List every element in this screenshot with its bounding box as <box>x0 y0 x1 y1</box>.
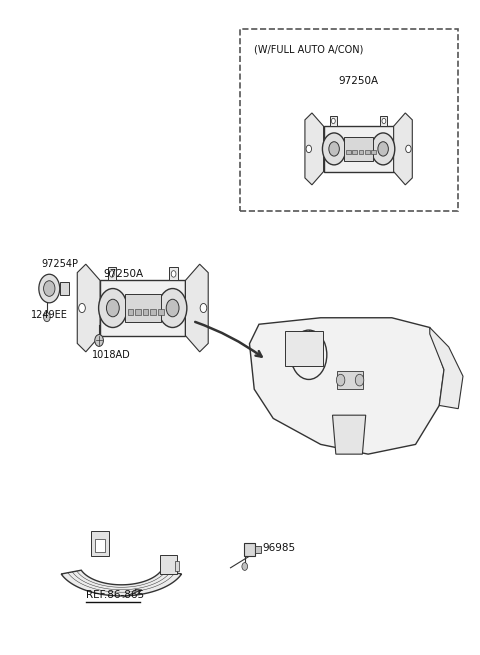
Circle shape <box>39 274 60 303</box>
Bar <box>158 309 164 314</box>
Circle shape <box>355 374 364 386</box>
Circle shape <box>378 141 388 156</box>
Text: 1018AD: 1018AD <box>92 350 131 360</box>
Bar <box>160 555 178 574</box>
Bar <box>108 267 116 280</box>
Bar <box>150 309 156 314</box>
Bar <box>175 561 179 571</box>
Bar <box>346 150 351 154</box>
Circle shape <box>158 289 187 328</box>
Bar <box>143 309 148 314</box>
Polygon shape <box>77 264 100 352</box>
Text: REF.86-865: REF.86-865 <box>86 590 144 600</box>
Circle shape <box>95 335 103 346</box>
Circle shape <box>171 271 176 277</box>
Circle shape <box>331 119 335 124</box>
Bar <box>169 267 178 280</box>
Text: 96985: 96985 <box>263 542 296 553</box>
Bar <box>285 331 323 366</box>
Bar <box>100 280 185 335</box>
Polygon shape <box>305 113 324 185</box>
Bar <box>128 309 133 314</box>
Text: 97250A: 97250A <box>104 269 144 279</box>
Bar <box>60 282 69 295</box>
Circle shape <box>382 119 386 124</box>
Polygon shape <box>61 571 181 596</box>
Bar <box>135 309 141 314</box>
Circle shape <box>200 303 207 312</box>
Polygon shape <box>185 264 208 352</box>
Circle shape <box>372 133 395 165</box>
Bar <box>324 126 394 172</box>
Circle shape <box>44 281 55 296</box>
Bar <box>371 150 376 154</box>
Bar <box>330 116 337 126</box>
Circle shape <box>306 145 312 153</box>
Circle shape <box>336 374 345 386</box>
Circle shape <box>329 141 339 156</box>
Bar <box>96 539 105 552</box>
Text: 1249EE: 1249EE <box>31 310 68 320</box>
Circle shape <box>79 303 85 312</box>
Circle shape <box>166 299 179 317</box>
Bar <box>125 293 161 322</box>
Bar <box>255 546 261 553</box>
Text: 97254P: 97254P <box>42 259 79 269</box>
Bar <box>244 543 255 556</box>
Bar <box>240 29 458 211</box>
Text: 97250A: 97250A <box>338 75 379 86</box>
Bar <box>380 116 387 126</box>
Bar <box>344 137 373 160</box>
Polygon shape <box>250 318 444 454</box>
Circle shape <box>242 563 248 571</box>
Text: (W/FULL AUTO A/CON): (W/FULL AUTO A/CON) <box>254 45 364 55</box>
Polygon shape <box>430 328 463 409</box>
Bar <box>352 150 357 154</box>
Circle shape <box>406 145 411 153</box>
Polygon shape <box>394 113 412 185</box>
Bar <box>92 531 108 556</box>
Circle shape <box>323 133 346 165</box>
Circle shape <box>107 299 119 317</box>
Bar <box>337 371 363 389</box>
Bar <box>359 150 363 154</box>
Circle shape <box>109 271 114 277</box>
Polygon shape <box>333 415 366 454</box>
Circle shape <box>98 289 127 328</box>
Bar <box>365 150 370 154</box>
Circle shape <box>44 312 50 322</box>
